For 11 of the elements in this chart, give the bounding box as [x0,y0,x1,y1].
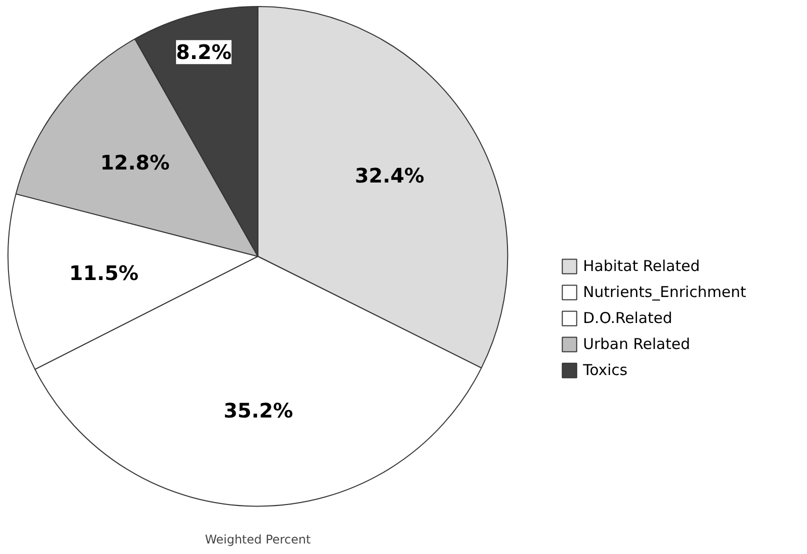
data-label: 12.8% [100,150,170,175]
legend-label: Urban Related [583,335,690,353]
legend-label: D.O.Related [583,309,672,327]
legend-label: Habitat Related [583,257,700,275]
text: Weighted Percent [204,532,312,547]
data-label: 11.5% [69,261,139,286]
legend-label: Toxics [583,361,628,379]
data-label: 32.4% [354,163,424,188]
data-label: 35.2% [224,398,294,422]
legend-label: Nutrients_Enrichment [583,283,746,301]
data-label: 8.2% [176,40,232,64]
